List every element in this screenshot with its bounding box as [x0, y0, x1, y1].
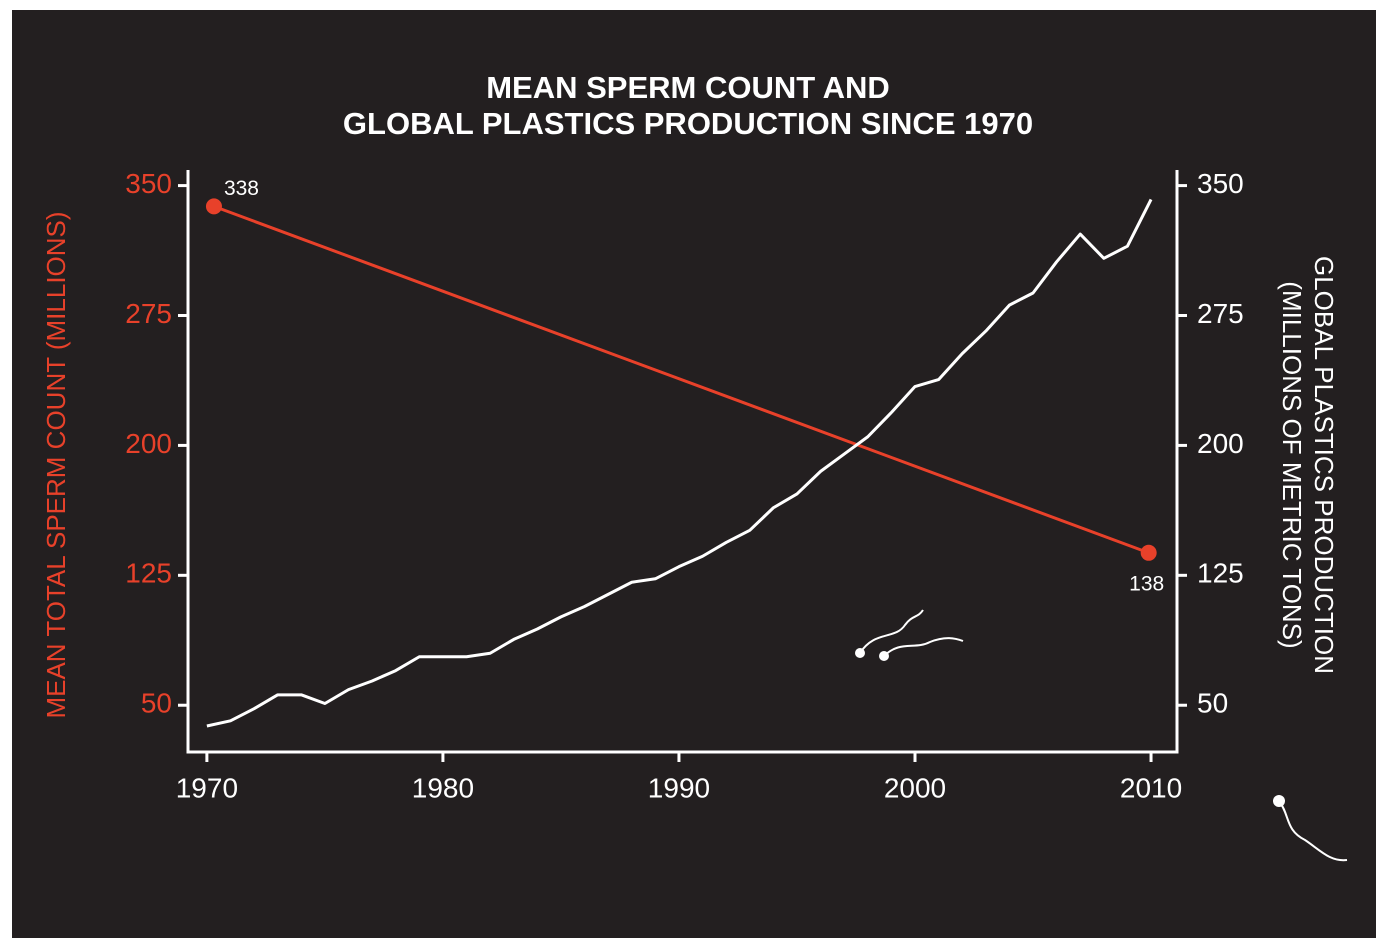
y2-tick-label: 125 [1197, 558, 1244, 589]
chart-title: GLOBAL PLASTICS PRODUCTION SINCE 1970 [343, 106, 1033, 141]
y2-tick-label: 350 [1197, 168, 1244, 199]
y-axis-label: MEAN TOTAL SPERM COUNT (MILLIONS) [41, 211, 71, 718]
data-label: 338 [224, 177, 259, 200]
y2-tick-label: 200 [1197, 428, 1244, 459]
x-tick-label: 2010 [1120, 772, 1182, 803]
axis-frame [186, 170, 1179, 754]
y2-axis-label: (MILLIONS OF METRIC TONS) [1277, 281, 1307, 648]
y-tick-label: 50 [141, 688, 172, 719]
y-tick-label: 350 [125, 168, 172, 199]
data-point [205, 198, 222, 215]
x-tick-label: 1970 [176, 772, 238, 803]
y-tick-label: 200 [125, 428, 172, 459]
x-tick-label: 1990 [648, 772, 710, 803]
y-tick-label: 125 [125, 558, 172, 589]
data-label: 138 [1129, 572, 1164, 595]
x-tick-label: 1980 [412, 772, 474, 803]
x-tick-label: 2000 [884, 772, 946, 803]
y2-axis-label: GLOBAL PLASTICS PRODUCTION [1309, 256, 1339, 674]
y2-tick-label: 50 [1197, 688, 1228, 719]
chart-title: MEAN SPERM COUNT AND [486, 70, 890, 105]
data-line [206, 198, 1153, 728]
background [12, 10, 1376, 938]
sperm-decoration [859, 609, 1348, 862]
y2-tick-label: 275 [1197, 298, 1244, 329]
data-line [213, 204, 1150, 555]
sperm-heads [855, 648, 1285, 807]
data-point [1140, 544, 1157, 561]
y-tick-label: 275 [125, 298, 172, 329]
